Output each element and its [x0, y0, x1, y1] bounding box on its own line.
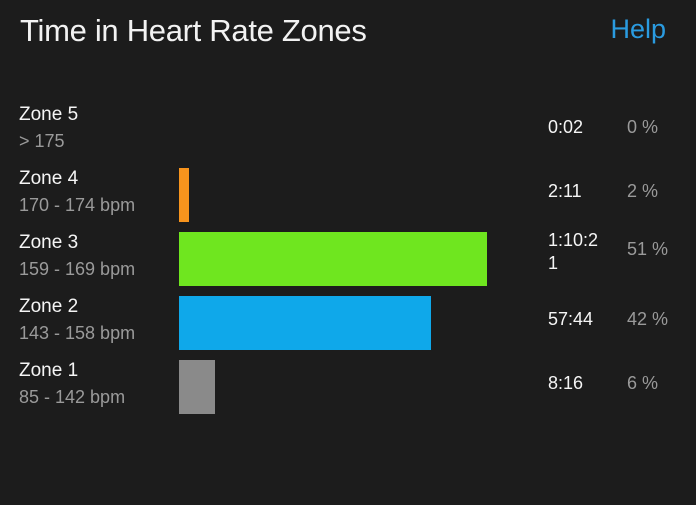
zone-bar-track — [179, 296, 589, 350]
zone-percent: 2 % — [627, 181, 659, 201]
zone-range: 143 - 158 bpm — [19, 323, 136, 343]
zone-bar — [179, 232, 487, 286]
zone-range: 170 - 174 bpm — [19, 195, 136, 215]
zone-name: Zone 2 — [19, 296, 79, 317]
zone-row-5: Zone 5 > 175 0:02 0 % — [0, 98, 696, 162]
zone-time: 2:11 — [548, 181, 582, 201]
zone-percent: 51 % — [627, 239, 669, 259]
zone-row-2: Zone 2 143 - 158 bpm 57:44 42 % — [0, 290, 696, 354]
zone-time: 57:44 — [548, 309, 594, 329]
zone-bar-track — [179, 104, 589, 158]
zone-time: 1:10:21 — [548, 230, 599, 273]
zone-name: Zone 1 — [19, 360, 79, 381]
help-link[interactable]: Help — [610, 14, 666, 44]
header: Time in Heart Rate Zones Help — [0, 0, 696, 70]
zone-percent: 6 % — [627, 373, 659, 393]
zone-bar — [179, 168, 189, 222]
zones-list: Zone 5 > 175 0:02 0 % Zone 4 170 - 174 b… — [0, 98, 696, 418]
zone-range: 85 - 142 bpm — [19, 387, 126, 407]
zone-bar-track — [179, 168, 589, 222]
zone-name: Zone 4 — [19, 168, 79, 189]
zone-row-1: Zone 1 85 - 142 bpm 8:16 6 % — [0, 354, 696, 418]
page-title: Time in Heart Rate Zones — [20, 13, 367, 48]
zone-row-3: Zone 3 159 - 169 bpm 1:10:21 51 % — [0, 226, 696, 290]
zone-percent: 0 % — [627, 117, 659, 137]
zone-bar-track — [179, 232, 589, 286]
zone-name: Zone 3 — [19, 232, 79, 253]
zone-bar — [179, 296, 431, 350]
zone-row-4: Zone 4 170 - 174 bpm 2:11 2 % — [0, 162, 696, 226]
zone-percent: 42 % — [627, 309, 669, 329]
zone-time: 0:02 — [548, 117, 584, 137]
zone-name: Zone 5 — [19, 104, 79, 125]
zone-bar-track — [179, 360, 589, 414]
zone-bar — [179, 360, 215, 414]
zone-range: 159 - 169 bpm — [19, 259, 136, 279]
zone-range: > 175 — [19, 131, 65, 151]
zone-time: 8:16 — [548, 373, 584, 393]
